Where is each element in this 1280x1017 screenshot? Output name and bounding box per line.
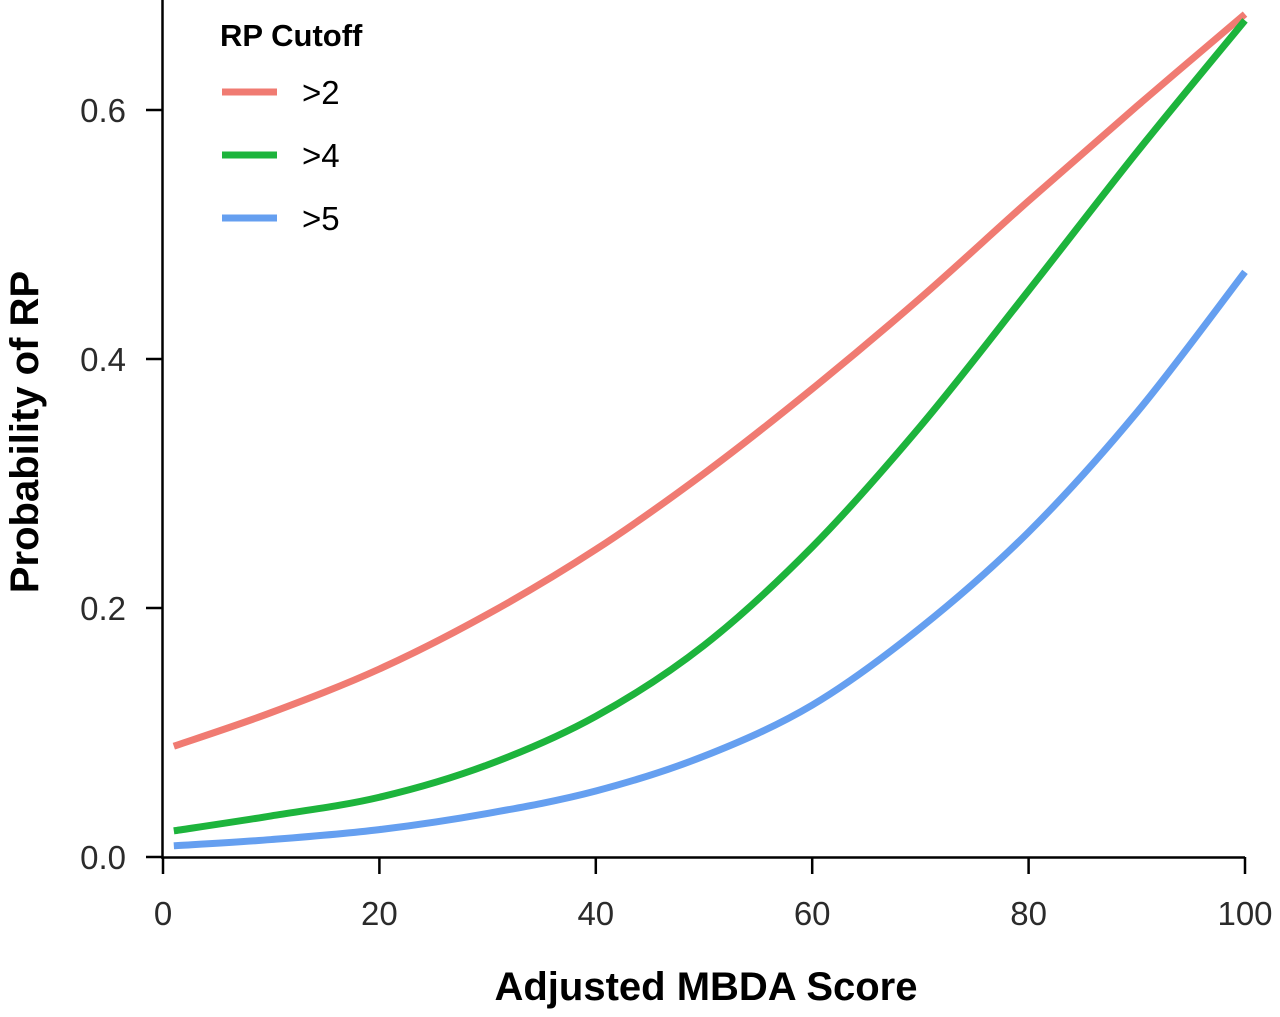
- legend-items: >2 >4 >5: [222, 74, 340, 237]
- x-ticks: 0 20 40 60 80 100: [154, 857, 1273, 932]
- series-line: [173, 18, 1248, 835]
- y-tick-label: 0.6: [80, 92, 126, 129]
- series-line: [173, 269, 1248, 850]
- legend: RP Cutoff >2 >4 >5: [220, 18, 363, 237]
- legend-label: >4: [302, 137, 340, 174]
- axes: [161, 0, 1245, 859]
- y-ticks: 0.0 0.2 0.4 0.6: [80, 92, 163, 876]
- x-tick-label: 40: [577, 895, 614, 932]
- y-tick-label: 0.4: [80, 341, 126, 378]
- y-tick-label: 0.2: [80, 590, 126, 627]
- x-tick-label: 20: [361, 895, 398, 932]
- legend-title: RP Cutoff: [220, 18, 363, 53]
- x-tick-label: 100: [1217, 895, 1272, 932]
- y-tick-label: 0.0: [80, 839, 126, 876]
- x-tick-label: 0: [154, 895, 172, 932]
- x-tick-label: 60: [794, 895, 831, 932]
- series-line: [172, 11, 1248, 750]
- legend-label: >2: [302, 74, 340, 111]
- series-group: [172, 11, 1248, 850]
- x-axis-title: Adjusted MBDA Score: [494, 965, 917, 1009]
- x-tick-label: 80: [1010, 895, 1047, 932]
- legend-label: >5: [302, 200, 340, 237]
- y-axis-title: Probability of RP: [3, 271, 47, 593]
